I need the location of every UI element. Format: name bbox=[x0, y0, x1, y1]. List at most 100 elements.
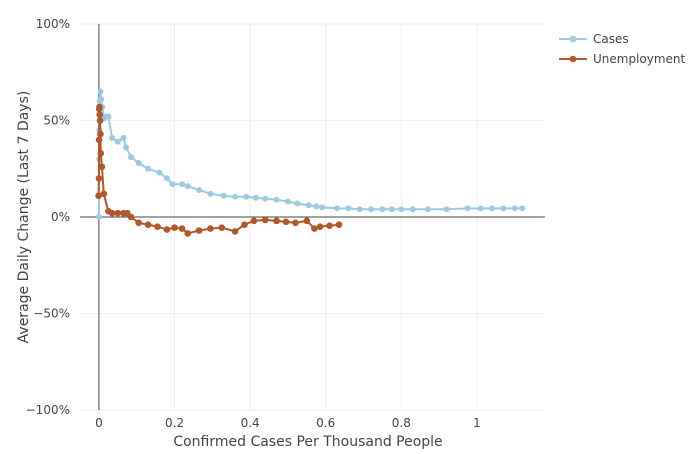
data-point[interactable] bbox=[171, 224, 178, 231]
legend-label: Cases bbox=[593, 32, 629, 46]
data-point[interactable] bbox=[145, 165, 152, 172]
data-point[interactable] bbox=[273, 196, 280, 203]
data-point[interactable] bbox=[154, 223, 161, 230]
data-point[interactable] bbox=[218, 224, 226, 231]
data-point[interactable] bbox=[282, 218, 290, 226]
data-point[interactable] bbox=[388, 206, 395, 213]
x-tick-labels: 0 0.2 0.4 0.6 0.8 1 bbox=[95, 416, 481, 430]
y-tick-label: 100% bbox=[36, 17, 70, 31]
data-point[interactable] bbox=[128, 154, 135, 161]
data-point[interactable] bbox=[127, 213, 135, 221]
data-point[interactable] bbox=[184, 183, 191, 190]
data-point[interactable] bbox=[98, 96, 105, 103]
data-point[interactable] bbox=[207, 225, 214, 232]
series-line bbox=[97, 105, 340, 235]
data-point[interactable] bbox=[489, 205, 496, 212]
data-point[interactable] bbox=[443, 206, 450, 213]
data-point[interactable] bbox=[292, 219, 299, 227]
legend-swatch-marker bbox=[569, 35, 577, 43]
data-point[interactable] bbox=[334, 205, 341, 212]
data-point[interactable] bbox=[144, 221, 152, 229]
data-point[interactable] bbox=[356, 206, 363, 213]
data-point[interactable] bbox=[114, 209, 122, 217]
data-point[interactable] bbox=[316, 223, 324, 230]
y-tick-label: 0% bbox=[51, 210, 70, 224]
data-point[interactable] bbox=[96, 111, 103, 119]
data-point[interactable] bbox=[273, 217, 280, 225]
data-point[interactable] bbox=[95, 192, 102, 200]
data-point[interactable] bbox=[207, 190, 214, 197]
axes bbox=[80, 24, 545, 410]
series-group bbox=[95, 88, 526, 237]
data-point[interactable] bbox=[232, 193, 238, 200]
x-tick-label: 0.2 bbox=[165, 416, 184, 430]
data-point[interactable] bbox=[318, 204, 325, 211]
data-point[interactable] bbox=[345, 205, 352, 212]
data-point[interactable] bbox=[95, 136, 103, 144]
series-cases bbox=[95, 88, 526, 220]
data-point[interactable] bbox=[156, 169, 163, 176]
data-point[interactable] bbox=[196, 186, 203, 193]
data-point[interactable] bbox=[98, 163, 106, 171]
data-point[interactable] bbox=[519, 205, 526, 212]
data-point[interactable] bbox=[97, 150, 105, 157]
data-point[interactable] bbox=[500, 205, 507, 212]
data-point[interactable] bbox=[326, 222, 333, 229]
data-point[interactable] bbox=[250, 217, 258, 225]
data-point[interactable] bbox=[120, 134, 127, 141]
data-point[interactable] bbox=[135, 219, 142, 227]
x-tick-label: 0 bbox=[95, 416, 103, 430]
legend-label: Unemployment bbox=[593, 52, 686, 66]
data-point[interactable] bbox=[96, 117, 104, 124]
data-point[interactable] bbox=[95, 214, 102, 220]
data-point[interactable] bbox=[241, 221, 248, 229]
data-point[interactable] bbox=[108, 209, 116, 217]
data-point[interactable] bbox=[96, 103, 103, 111]
data-point[interactable] bbox=[179, 181, 186, 188]
data-point[interactable] bbox=[368, 206, 375, 213]
y-tick-labels: −100% −50% 0% 50% 100% bbox=[26, 17, 70, 417]
data-point[interactable] bbox=[303, 217, 311, 225]
data-point[interactable] bbox=[100, 190, 108, 198]
data-point[interactable] bbox=[464, 205, 471, 212]
data-point[interactable] bbox=[252, 194, 259, 201]
data-point[interactable] bbox=[105, 113, 112, 120]
data-point[interactable] bbox=[220, 192, 227, 199]
data-point[interactable] bbox=[178, 225, 186, 232]
x-axis-label: Confirmed Cases Per Thousand People bbox=[173, 434, 442, 450]
data-point[interactable] bbox=[305, 202, 312, 209]
data-point[interactable] bbox=[97, 130, 104, 138]
x-tick-label: 1 bbox=[473, 416, 481, 430]
x-tick-label: 0.8 bbox=[392, 416, 411, 430]
y-tick-label: −50% bbox=[33, 307, 70, 321]
data-point[interactable] bbox=[409, 206, 416, 213]
data-point[interactable] bbox=[97, 88, 104, 95]
data-point[interactable] bbox=[424, 206, 431, 213]
data-point[interactable] bbox=[511, 205, 518, 212]
data-point[interactable] bbox=[184, 230, 192, 237]
data-point[interactable] bbox=[123, 144, 130, 151]
legend: Cases Unemployment bbox=[559, 32, 686, 66]
data-point[interactable] bbox=[243, 193, 250, 200]
data-point[interactable] bbox=[313, 203, 320, 210]
data-point[interactable] bbox=[95, 175, 103, 182]
data-point[interactable] bbox=[477, 205, 484, 212]
data-point[interactable] bbox=[262, 195, 269, 202]
data-point[interactable] bbox=[114, 138, 121, 145]
data-point[interactable] bbox=[195, 227, 203, 234]
data-point[interactable] bbox=[231, 228, 239, 235]
data-point[interactable] bbox=[398, 206, 405, 213]
legend-item-cases[interactable]: Cases bbox=[559, 32, 629, 46]
data-point[interactable] bbox=[261, 216, 269, 224]
data-point[interactable] bbox=[169, 181, 176, 188]
data-point[interactable] bbox=[311, 225, 318, 232]
data-point[interactable] bbox=[284, 198, 291, 205]
data-point[interactable] bbox=[109, 134, 116, 141]
legend-item-unemployment[interactable]: Unemployment bbox=[559, 52, 686, 66]
data-point[interactable] bbox=[163, 226, 171, 233]
data-point[interactable] bbox=[163, 175, 170, 182]
data-point[interactable] bbox=[135, 159, 142, 166]
data-point[interactable] bbox=[335, 221, 343, 229]
data-point[interactable] bbox=[379, 206, 386, 213]
data-point[interactable] bbox=[294, 200, 301, 207]
